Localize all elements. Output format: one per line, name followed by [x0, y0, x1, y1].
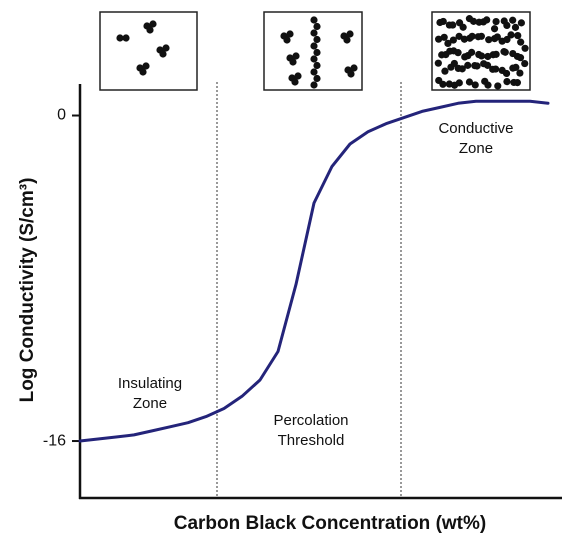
particle — [503, 78, 511, 86]
particle — [162, 44, 170, 52]
particle — [468, 48, 476, 56]
particle — [485, 36, 493, 44]
particle — [516, 69, 524, 77]
particle — [450, 59, 458, 68]
particle — [502, 69, 511, 78]
particle — [503, 35, 511, 44]
y-tick-label: 0 — [57, 107, 66, 124]
particle — [146, 26, 154, 34]
particle — [350, 64, 358, 72]
particle — [492, 65, 500, 73]
particle — [503, 21, 511, 30]
particle — [521, 44, 529, 52]
particle — [291, 78, 299, 86]
particle — [294, 72, 302, 80]
x-axis-label: Carbon Black Concentration (wt%) — [174, 513, 486, 534]
particle — [159, 50, 167, 58]
particle — [142, 62, 150, 70]
particle — [509, 16, 517, 24]
particle — [313, 61, 321, 70]
particle — [501, 48, 509, 56]
annotation: Zone — [133, 395, 167, 412]
particle — [310, 16, 318, 24]
particle — [484, 61, 492, 69]
particle — [286, 30, 294, 38]
particle — [465, 78, 474, 86]
particle — [292, 52, 300, 60]
particle — [435, 35, 443, 43]
y-tick-label: -16 — [43, 432, 66, 449]
particle — [139, 68, 147, 76]
particle — [464, 61, 472, 69]
particle — [439, 17, 447, 26]
particle — [492, 50, 500, 58]
particle — [455, 79, 463, 87]
particle — [507, 31, 515, 39]
particle — [521, 59, 529, 68]
particle — [313, 74, 321, 83]
particle — [493, 33, 501, 41]
particle — [517, 38, 525, 46]
particle — [473, 62, 481, 70]
particle — [434, 59, 442, 67]
particle — [283, 36, 291, 44]
particle — [116, 34, 124, 42]
particle — [313, 22, 321, 31]
particle — [490, 25, 499, 33]
particle — [469, 17, 478, 25]
particle — [439, 80, 447, 88]
particle — [455, 32, 463, 40]
particle — [512, 63, 520, 71]
particle — [313, 48, 321, 57]
particle — [289, 58, 297, 66]
y-axis-label: Log Conductivity (S/cm³) — [17, 178, 38, 403]
particle — [516, 54, 525, 62]
particle — [449, 36, 457, 44]
particle — [468, 32, 476, 40]
annotation: Threshold — [278, 432, 345, 449]
particle — [346, 30, 354, 38]
particle — [310, 81, 318, 89]
particle — [511, 23, 520, 31]
particle — [449, 21, 457, 29]
annotation: Insulating — [118, 375, 182, 392]
curve — [78, 99, 550, 443]
particle — [477, 52, 486, 60]
particle — [440, 33, 448, 41]
particle — [514, 31, 522, 40]
particle — [494, 82, 502, 90]
particle — [310, 55, 318, 63]
particle — [517, 19, 525, 27]
particle — [310, 68, 318, 76]
annotation: Percolation — [273, 412, 348, 429]
particle — [310, 42, 318, 50]
particle — [458, 65, 466, 73]
particle — [483, 16, 491, 24]
particle — [459, 23, 467, 31]
particle — [454, 49, 462, 57]
particle — [313, 35, 321, 44]
particle — [460, 35, 469, 43]
particle — [310, 29, 318, 37]
particles — [116, 15, 529, 90]
particle — [477, 32, 485, 40]
particle — [441, 67, 449, 75]
particle — [122, 34, 130, 42]
particle — [513, 79, 522, 87]
annotation: Zone — [459, 140, 493, 157]
particle — [471, 81, 479, 89]
particle — [347, 70, 355, 78]
particle — [492, 17, 500, 26]
particle — [343, 36, 351, 44]
particle — [484, 81, 492, 89]
particle — [149, 20, 157, 28]
particle — [444, 39, 452, 48]
inset-percolation — [263, 11, 363, 91]
annotation: Conductive — [438, 120, 513, 137]
